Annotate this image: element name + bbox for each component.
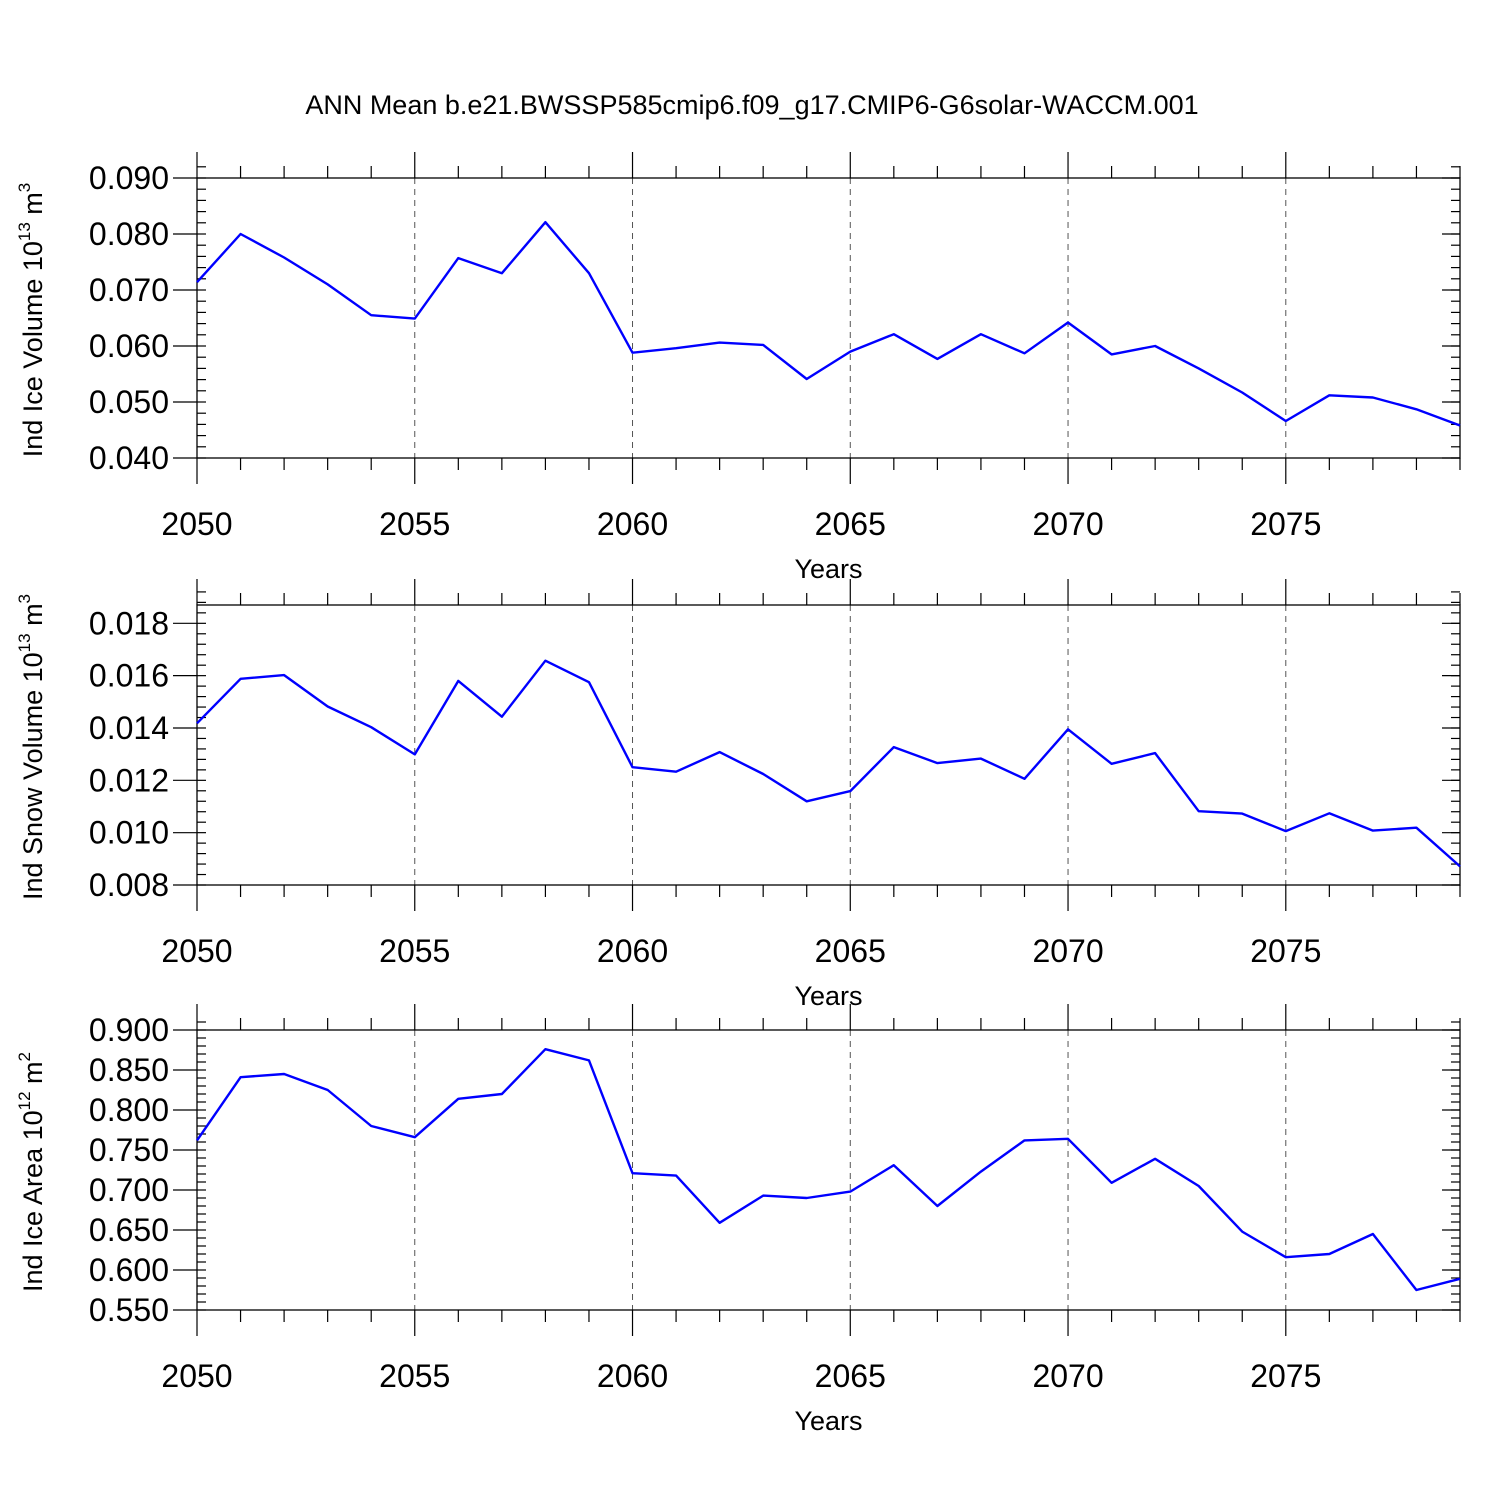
y-axis-label-main: Ind Ice Area 10 [18,1110,48,1292]
y-axis-label-unit: m [18,603,48,633]
xtick-label: 2060 [597,1358,668,1394]
ytick-label: 0.600 [89,1252,169,1288]
xtick-label: 2065 [815,506,886,542]
panel-1: 0.040 0.050 0.060 0.070 0.080 0.090 2050 2055 20… [15,152,1461,584]
panel-3: 0.550 0.600 0.650 0.700 0.750 0.800 0.850 0.900… [15,1004,1461,1436]
ytick-label: 0.850 [89,1052,169,1088]
y-axis-label-unit-exponent: 3 [15,183,34,192]
plot-frame [196,177,1461,459]
xtick-label: 2055 [379,506,450,542]
y-axis-label-main: Ind Snow Volume 10 [18,652,48,900]
series-line [196,220,1461,427]
ytick-label: 0.010 [89,815,169,851]
xtick-label: 2060 [597,506,668,542]
y-axis-label-unit: m [18,192,48,222]
ytick-label: 0.008 [89,867,169,903]
xtick-label: 2075 [1250,1358,1321,1394]
xtick-label: 2070 [1032,933,1103,969]
y-axis-label: Ind Ice Area 1012 m2 [15,1052,48,1292]
x-axis-label: Years [794,1406,862,1436]
ytick-label: 0.018 [89,605,169,641]
ytick-label: 0.050 [89,384,169,420]
ytick-label: 0.014 [89,710,169,746]
x-axis-label: Years [794,981,862,1011]
y-axis-label-exponent: 12 [15,1091,34,1110]
ytick-label: 0.750 [89,1132,169,1168]
panel-2: 0.008 0.010 0.012 0.014 0.016 0.018 2050 2055 20… [15,579,1461,1011]
ytick-label: 0.700 [89,1172,169,1208]
xtick-label: 2065 [815,933,886,969]
ytick-label: 0.012 [89,762,169,798]
plot-frame [196,604,1461,886]
ytick-label: 0.550 [89,1292,169,1328]
y-axis-label-exponent: 13 [15,633,34,652]
ytick-label: 0.800 [89,1092,169,1128]
y-axis-label-unit: m [18,1061,48,1091]
y-axis-label-exponent: 13 [15,222,34,241]
xtick-label: 2060 [597,933,668,969]
xtick-label: 2070 [1032,506,1103,542]
figure-title: ANN Mean b.e21.BWSSP585cmip6.f09_g17.CMI… [305,90,1198,120]
plot-frame [196,1029,1461,1311]
x-axis-label: Years [794,554,862,584]
y-axis-label-unit-exponent: 2 [15,1052,34,1061]
ytick-label: 0.060 [89,328,169,364]
xtick-label: 2070 [1032,1358,1103,1394]
xtick-label: 2075 [1250,933,1321,969]
xtick-label: 2050 [161,933,232,969]
xtick-label: 2065 [815,1358,886,1394]
series-line [196,659,1461,868]
ytick-label: 0.090 [89,160,169,196]
xtick-label: 2050 [161,1358,232,1394]
ytick-label: 0.650 [89,1212,169,1248]
ytick-label: 0.080 [89,216,169,252]
ytick-label: 0.070 [89,272,169,308]
y-axis-label-unit-exponent: 3 [15,594,34,603]
series-line [196,1047,1461,1292]
y-axis-label: Ind Snow Volume 1013 m3 [15,594,48,900]
y-axis-label: Ind Ice Volume 1013 m3 [15,183,48,458]
ytick-label: 0.040 [89,440,169,476]
xtick-label: 2075 [1250,506,1321,542]
ytick-label: 0.900 [89,1012,169,1048]
xtick-label: 2055 [379,1358,450,1394]
xtick-label: 2055 [379,933,450,969]
xtick-label: 2050 [161,506,232,542]
y-axis-label-main: Ind Ice Volume 10 [18,241,48,457]
ytick-label: 0.016 [89,658,169,694]
